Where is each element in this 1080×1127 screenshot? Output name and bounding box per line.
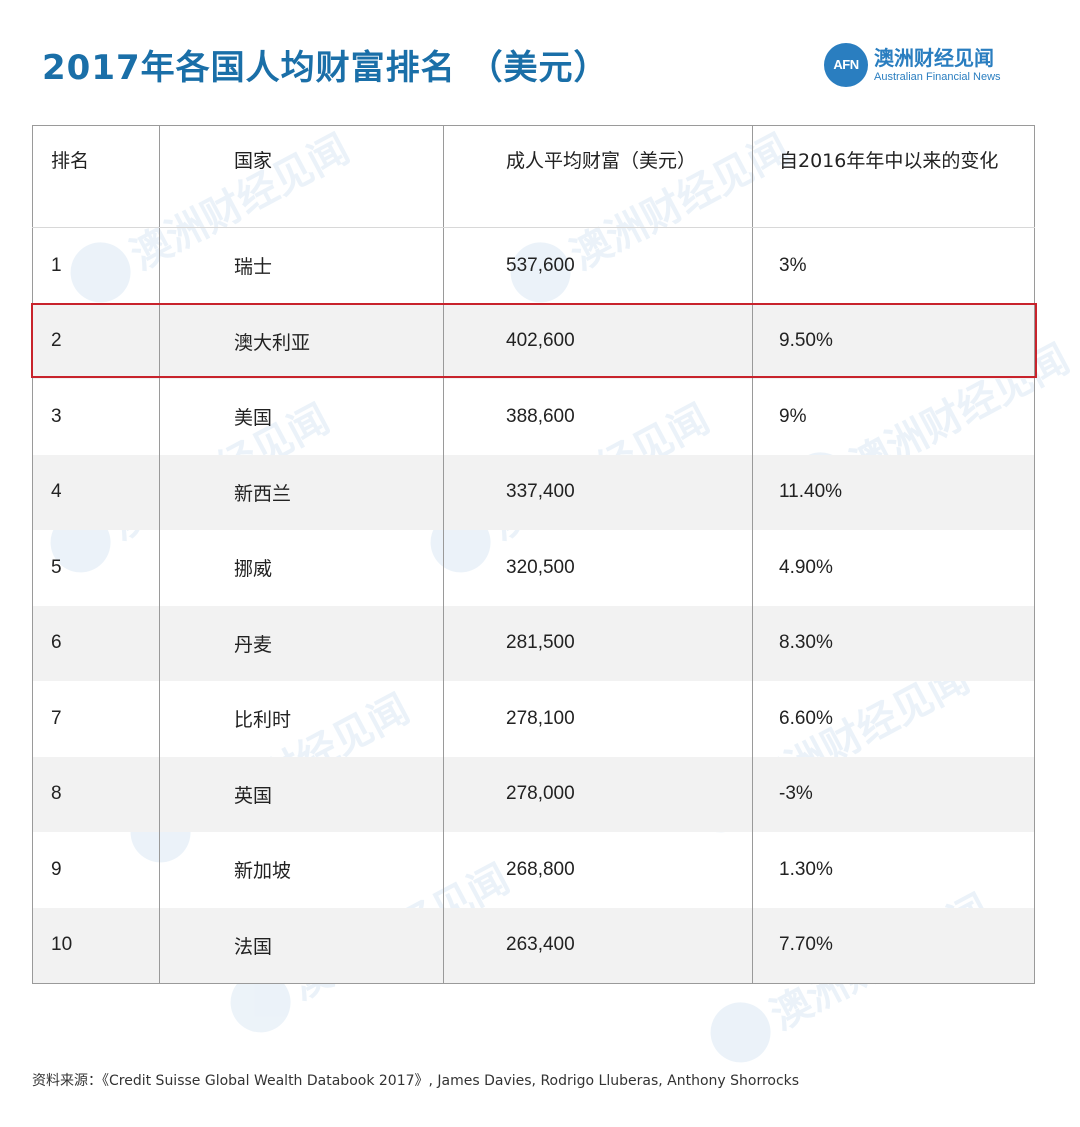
wealth-ranking-table: 排名 国家 成人平均财富（美元） 自2016年年中以来的变化 1 瑞士 537,… — [32, 125, 1035, 984]
cell-wealth: 388,600 — [443, 379, 753, 455]
cell-country: 新西兰 — [159, 454, 444, 530]
cell-country: 英国 — [159, 756, 444, 832]
cell-rank: 6 — [32, 605, 160, 681]
cell-country: 挪威 — [159, 530, 444, 606]
cell-wealth: 337,400 — [443, 454, 753, 530]
header-change: 自2016年年中以来的变化 — [752, 125, 1035, 228]
table-row: 10 法国 263,400 7.70% — [32, 907, 1035, 984]
cell-change: 8.30% — [752, 605, 1035, 681]
cell-change: 7.70% — [752, 907, 1035, 984]
cell-country: 比利时 — [159, 681, 444, 757]
cell-country: 法国 — [159, 907, 444, 984]
table-row: 6 丹麦 281,500 8.30% — [32, 605, 1035, 681]
logo-name-cn: 澳洲财经见闻 — [874, 46, 994, 70]
cell-wealth: 263,400 — [443, 907, 753, 984]
cell-wealth: 278,000 — [443, 756, 753, 832]
table-row: 8 英国 278,000 -3% — [32, 756, 1035, 832]
table-row: 1 瑞士 537,600 3% — [32, 227, 1035, 304]
cell-rank: 1 — [32, 227, 160, 304]
logo-name-en: Australian Financial News — [874, 71, 1001, 83]
cell-country: 美国 — [159, 379, 444, 455]
cell-change: 11.40% — [752, 454, 1035, 530]
cell-rank: 5 — [32, 530, 160, 606]
header-average-wealth: 成人平均财富（美元） — [443, 125, 753, 228]
cell-change: 1.30% — [752, 832, 1035, 908]
header-country: 国家 — [159, 125, 444, 228]
cell-wealth: 537,600 — [443, 227, 753, 304]
cell-change: -3% — [752, 756, 1035, 832]
cell-country: 澳大利亚 — [159, 303, 444, 379]
table-row: 7 比利时 278,100 6.60% — [32, 681, 1035, 757]
table-row: 3 美国 388,600 9% — [32, 379, 1035, 455]
cell-wealth: 320,500 — [443, 530, 753, 606]
cell-country: 瑞士 — [159, 227, 444, 304]
cell-wealth: 278,100 — [443, 681, 753, 757]
cell-change: 9% — [752, 379, 1035, 455]
cell-change: 4.90% — [752, 530, 1035, 606]
cell-rank: 4 — [32, 454, 160, 530]
cell-rank: 9 — [32, 832, 160, 908]
table-row: 2 澳大利亚 402,600 9.50% — [32, 303, 1035, 379]
table-row: 9 新加坡 268,800 1.30% — [32, 832, 1035, 908]
cell-wealth: 281,500 — [443, 605, 753, 681]
table-header-row: 排名 国家 成人平均财富（美元） 自2016年年中以来的变化 — [32, 125, 1035, 228]
cell-wealth: 268,800 — [443, 832, 753, 908]
cell-rank: 2 — [32, 303, 160, 379]
header-rank: 排名 — [32, 125, 160, 228]
cell-country: 新加坡 — [159, 832, 444, 908]
page-title: 2017年各国人均财富排名 （美元） — [42, 48, 609, 88]
cell-country: 丹麦 — [159, 605, 444, 681]
cell-wealth: 402,600 — [443, 303, 753, 379]
cell-change: 3% — [752, 227, 1035, 304]
source-citation: 资料来源：《Credit Suisse Global Wealth Databo… — [32, 1073, 800, 1089]
cell-rank: 7 — [32, 681, 160, 757]
cell-change: 6.60% — [752, 681, 1035, 757]
table-row: 4 新西兰 337,400 11.40% — [32, 454, 1035, 530]
cell-rank: 8 — [32, 756, 160, 832]
afn-logo-badge: AFN — [824, 43, 868, 87]
afn-logo: AFN 澳洲财经见闻 Australian Financial News — [824, 42, 1024, 88]
cell-change: 9.50% — [752, 303, 1035, 379]
cell-rank: 3 — [32, 379, 160, 455]
table-row: 5 挪威 320,500 4.90% — [32, 530, 1035, 606]
cell-rank: 10 — [32, 907, 160, 984]
